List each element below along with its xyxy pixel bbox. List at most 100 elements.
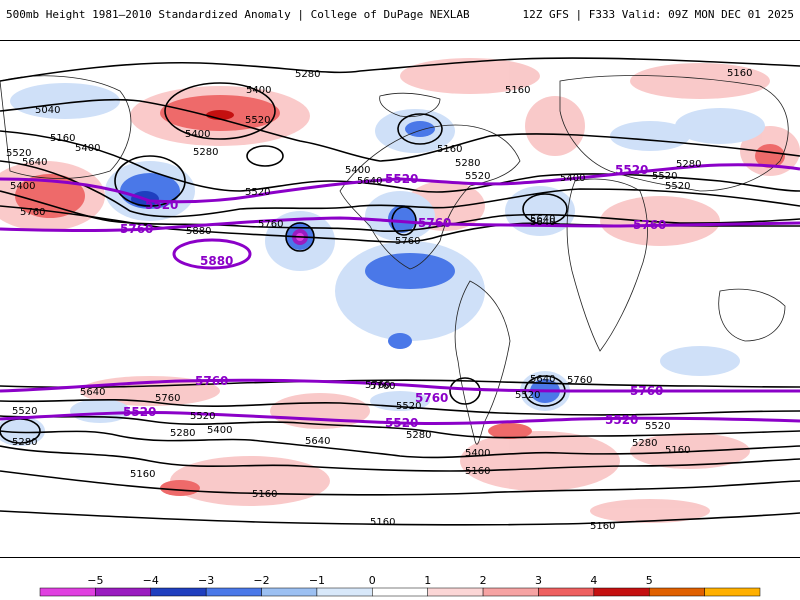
contour-label: 5640 bbox=[530, 374, 555, 385]
key-contour-label: 5880 bbox=[200, 254, 233, 268]
key-contour-label: 5760 bbox=[630, 384, 663, 398]
key-contour-label: 5760 bbox=[195, 374, 228, 388]
contour-label: 5640 bbox=[305, 436, 330, 447]
anomaly-colorbar: −5 −4 −3 −2 −1 0 1 2 3 4 5 bbox=[0, 572, 800, 600]
key-contour-label: 5760 bbox=[418, 216, 451, 230]
contour-label: 5640 bbox=[530, 214, 555, 225]
contour-label: 5520 bbox=[645, 421, 670, 432]
colorbar-label: 3 bbox=[534, 574, 542, 587]
colorbar-swatch bbox=[704, 587, 761, 597]
colorbar-swatches bbox=[39, 587, 761, 597]
contour-label: 5160 bbox=[590, 521, 615, 532]
colorbar-swatch bbox=[482, 587, 539, 597]
colorbar-swatch bbox=[150, 587, 207, 597]
key-contour-label: 5520 bbox=[123, 405, 156, 419]
colorbar-label: −3 bbox=[198, 574, 215, 587]
contour-label: 5760 bbox=[20, 207, 45, 218]
contour-label: 5280 bbox=[193, 147, 218, 158]
colorbar-label: −2 bbox=[253, 574, 270, 587]
contour-label: 5760 bbox=[395, 236, 420, 247]
contour-label: 5400 bbox=[207, 425, 232, 436]
contour-label: 5160 bbox=[505, 85, 530, 96]
colorbar-swatch bbox=[593, 587, 650, 597]
contour-label: 5640 bbox=[530, 217, 555, 228]
key-contour-label: 5520 bbox=[605, 413, 638, 427]
contour-label: 5160 bbox=[465, 466, 490, 477]
colorbar-swatch bbox=[95, 587, 152, 597]
map-svg: 5280 5400 5040 5160 5520 5400 5520 5280 … bbox=[0, 57, 800, 532]
contour-label: 5520 bbox=[396, 401, 421, 412]
colorbar-swatch bbox=[538, 587, 595, 597]
colorbar-swatch bbox=[205, 587, 262, 597]
colorbar-swatch bbox=[427, 587, 484, 597]
run-info: 12Z GFS | F333 Valid: 09Z MON DEC 01 202… bbox=[522, 8, 794, 21]
contour-label: 5280 bbox=[676, 159, 701, 170]
key-contour-label: 5760 bbox=[415, 391, 448, 405]
colorbar-label: 1 bbox=[424, 574, 432, 587]
contour-label: 5760 bbox=[365, 380, 390, 391]
contour-label: 5280 bbox=[406, 430, 431, 441]
colorbar-swatch bbox=[316, 587, 373, 597]
contour-label: 5280 bbox=[12, 437, 37, 448]
key-contour-label: 5760 bbox=[120, 222, 153, 236]
contour-label: 5400 bbox=[246, 85, 271, 96]
contour-label: 5400 bbox=[560, 173, 585, 184]
key-contour-label: 5760 bbox=[633, 218, 666, 232]
colorbar-label: 4 bbox=[590, 574, 598, 587]
contour-label: 5400 bbox=[345, 165, 370, 176]
contour-label: 5520 bbox=[665, 181, 690, 192]
moderate-negative-anomaly-shading bbox=[120, 121, 560, 403]
contour-label: 5160 bbox=[370, 517, 395, 528]
colorbar-label: 5 bbox=[645, 574, 653, 587]
colorbar-label: 0 bbox=[368, 574, 376, 587]
contour-label: 5280 bbox=[170, 428, 195, 439]
contour-label: 5280 bbox=[632, 438, 657, 449]
contour-label: 5520 bbox=[245, 115, 270, 126]
colorbar-label: −4 bbox=[142, 574, 159, 587]
contour-label: 5280 bbox=[295, 69, 320, 80]
map-title: 500mb Height 1981–2010 Standardized Anom… bbox=[6, 8, 470, 21]
contour-label: 5760 bbox=[155, 393, 180, 404]
contour-label: 5520 bbox=[6, 148, 31, 159]
colorbar-swatch bbox=[261, 587, 318, 597]
contour-label: 5640 bbox=[80, 387, 105, 398]
map-panel[interactable]: 5280 5400 5040 5160 5520 5400 5520 5280 … bbox=[0, 40, 800, 558]
contour-label: 5520 bbox=[245, 187, 270, 198]
colorbar-label: 2 bbox=[479, 574, 487, 587]
contour-label: 5400 bbox=[10, 181, 35, 192]
contour-label: 5040 bbox=[35, 105, 60, 116]
key-contour-label: 5520 bbox=[145, 198, 178, 212]
contour-label: 5520 bbox=[190, 411, 215, 422]
key-contour-label: 5520 bbox=[385, 416, 418, 430]
map-header: 500mb Height 1981–2010 Standardized Anom… bbox=[0, 0, 800, 30]
contour-label: 5160 bbox=[130, 469, 155, 480]
colorbar-svg bbox=[39, 587, 761, 597]
contour-label: 5400 bbox=[185, 129, 210, 140]
contour-label: 5160 bbox=[727, 68, 752, 79]
contour-label: 5160 bbox=[665, 445, 690, 456]
key-contour-label: 5520 bbox=[385, 172, 418, 186]
contour-label: 5160 bbox=[50, 133, 75, 144]
contour-label: 5640 bbox=[357, 176, 382, 187]
colorbar-swatch bbox=[372, 587, 428, 597]
contour-label: 5520 bbox=[12, 406, 37, 417]
contour-label: 5760 bbox=[370, 381, 395, 392]
contour-label: 5160 bbox=[437, 144, 462, 155]
key-contour-label: 5520 bbox=[615, 163, 648, 177]
colorbar-label: −1 bbox=[308, 574, 326, 587]
colorbar-swatch bbox=[39, 587, 96, 597]
colorbar-label: −5 bbox=[87, 574, 104, 587]
contour-label: 5400 bbox=[465, 448, 490, 459]
contour-label: 5520 bbox=[652, 171, 677, 182]
contour-label: 5760 bbox=[567, 375, 592, 386]
key-contour-labels: 5520 5760 5880 5520 5760 5520 5760 5760 … bbox=[120, 163, 666, 430]
positive-anomaly-shading bbox=[0, 58, 800, 523]
contour-label: 5760 bbox=[258, 219, 283, 230]
contour-label: 5640 bbox=[22, 157, 47, 168]
colorbar-swatch bbox=[648, 587, 705, 597]
contour-label: 5520 bbox=[465, 171, 490, 182]
contour-label: 5880 bbox=[186, 226, 211, 237]
contour-label: 5520 bbox=[515, 390, 540, 401]
contour-label: 5160 bbox=[252, 489, 277, 500]
contour-label: 5280 bbox=[455, 158, 480, 169]
